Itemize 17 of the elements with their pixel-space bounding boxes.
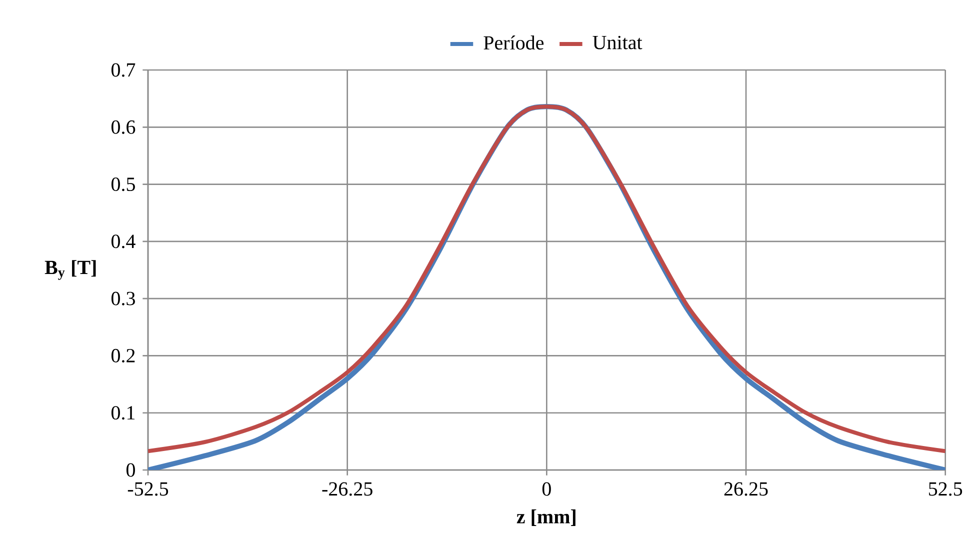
y-tick-label: 0.2 bbox=[111, 348, 135, 363]
y-axis-title: B$_{y}$ [T] bbox=[44, 260, 96, 280]
y-tick-label: 0 bbox=[126, 463, 135, 477]
y-tick-label: 0.7 bbox=[111, 63, 136, 77]
x-tick-label: 52.5 bbox=[929, 482, 962, 496]
y-tick-label: 0.6 bbox=[111, 120, 136, 134]
legend-label: Període bbox=[484, 36, 544, 50]
y-tick-label: 0.5 bbox=[111, 178, 135, 192]
x-tick-label: 0 bbox=[542, 482, 551, 496]
y-tick-label: 0.1 bbox=[111, 406, 135, 420]
x-tick-label: -26.25 bbox=[322, 482, 372, 496]
y-tick-label: 0.3 bbox=[111, 292, 135, 306]
y-tick-label: 0.4 bbox=[111, 234, 136, 248]
x-tick-label: 26.25 bbox=[724, 482, 768, 496]
x-axis-title: z [mm] bbox=[516, 509, 576, 526]
x-tick-label: -52.5 bbox=[128, 482, 168, 496]
legend-label: Unitat bbox=[592, 36, 642, 50]
